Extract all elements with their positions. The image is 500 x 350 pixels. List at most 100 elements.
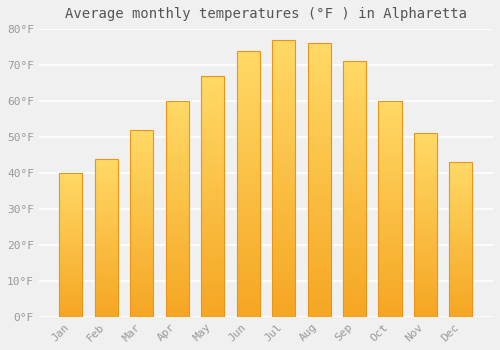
Bar xyxy=(343,82,366,84)
Bar xyxy=(272,292,295,295)
Bar xyxy=(414,249,437,251)
Bar xyxy=(450,315,472,317)
Bar xyxy=(272,211,295,214)
Bar xyxy=(272,92,295,95)
Bar xyxy=(130,238,154,240)
Bar xyxy=(343,296,366,299)
Bar xyxy=(236,253,260,255)
Bar xyxy=(236,224,260,226)
Bar xyxy=(378,144,402,146)
Bar xyxy=(201,314,224,317)
Bar xyxy=(201,206,224,208)
Bar xyxy=(450,281,472,283)
Bar xyxy=(201,199,224,201)
Bar xyxy=(60,236,82,238)
Bar xyxy=(450,207,472,209)
Bar xyxy=(308,226,330,229)
Bar xyxy=(60,300,82,301)
Bar xyxy=(236,117,260,120)
Bar xyxy=(166,200,189,202)
Bar xyxy=(236,314,260,317)
Bar xyxy=(450,225,472,227)
Bar xyxy=(95,239,118,241)
Bar xyxy=(378,239,402,241)
Bar xyxy=(130,231,154,233)
Bar xyxy=(60,215,82,216)
Bar xyxy=(378,105,402,107)
Bar xyxy=(201,143,224,146)
Bar xyxy=(272,109,295,112)
Bar xyxy=(414,188,437,190)
Bar xyxy=(343,176,366,179)
Bar xyxy=(378,287,402,289)
Bar xyxy=(95,257,118,258)
Bar xyxy=(201,271,224,273)
Bar xyxy=(166,170,189,172)
Bar xyxy=(130,133,154,135)
Bar xyxy=(60,186,82,187)
Bar xyxy=(130,188,154,190)
Bar xyxy=(343,64,366,66)
Bar xyxy=(450,267,472,269)
Bar xyxy=(343,232,366,235)
Bar xyxy=(60,176,82,177)
Bar xyxy=(378,250,402,252)
Bar xyxy=(95,292,118,293)
Bar xyxy=(272,231,295,234)
Bar xyxy=(343,194,366,197)
Bar xyxy=(236,58,260,61)
Bar xyxy=(166,205,189,207)
Bar xyxy=(343,220,366,222)
Bar xyxy=(378,153,402,155)
Bar xyxy=(308,270,330,273)
Bar xyxy=(130,304,154,306)
Bar xyxy=(414,299,437,300)
Bar xyxy=(308,186,330,188)
Bar xyxy=(450,269,472,271)
Bar xyxy=(414,295,437,297)
Bar xyxy=(343,72,366,74)
Bar xyxy=(166,146,189,148)
Bar xyxy=(130,234,154,236)
Bar xyxy=(201,293,224,295)
Bar xyxy=(378,272,402,274)
Bar xyxy=(60,192,82,193)
Bar xyxy=(60,223,82,225)
Bar xyxy=(378,159,402,161)
Bar xyxy=(414,218,437,219)
Bar xyxy=(450,255,472,257)
Bar xyxy=(60,276,82,278)
Bar xyxy=(414,155,437,157)
Bar xyxy=(201,288,224,290)
Bar xyxy=(308,164,330,167)
Bar xyxy=(201,245,224,247)
Bar xyxy=(450,244,472,246)
Bar xyxy=(414,260,437,262)
Bar xyxy=(308,98,330,101)
Bar xyxy=(450,175,472,176)
Bar xyxy=(236,152,260,154)
Bar xyxy=(343,230,366,232)
Bar xyxy=(236,264,260,266)
Bar xyxy=(272,95,295,98)
Bar xyxy=(236,162,260,165)
Bar xyxy=(201,76,224,78)
Bar xyxy=(343,169,366,171)
Bar xyxy=(201,290,224,293)
Bar xyxy=(130,175,154,176)
Bar xyxy=(414,271,437,273)
Title: Average monthly temperatures (°F ) in Alpharetta: Average monthly temperatures (°F ) in Al… xyxy=(65,7,467,21)
Bar xyxy=(378,129,402,131)
Bar xyxy=(95,243,118,244)
Bar xyxy=(308,183,330,186)
Bar xyxy=(201,220,224,223)
Bar xyxy=(130,219,154,222)
Bar xyxy=(272,278,295,281)
Bar xyxy=(236,80,260,83)
Bar xyxy=(272,40,295,317)
Bar xyxy=(378,265,402,267)
Bar xyxy=(272,137,295,140)
Bar xyxy=(60,266,82,268)
Bar xyxy=(60,291,82,292)
Bar xyxy=(308,314,330,317)
